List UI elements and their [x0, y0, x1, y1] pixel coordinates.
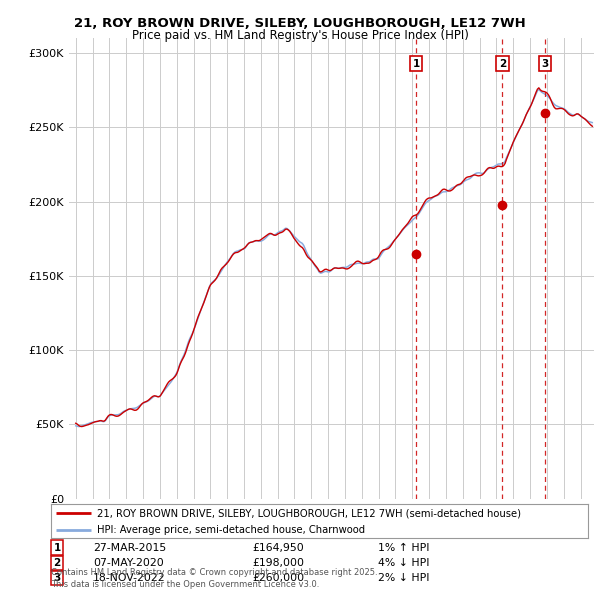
Text: HPI: Average price, semi-detached house, Charnwood: HPI: Average price, semi-detached house,… — [97, 525, 365, 535]
Text: Contains HM Land Registry data © Crown copyright and database right 2025.
This d: Contains HM Land Registry data © Crown c… — [51, 568, 377, 589]
Text: 2: 2 — [53, 558, 61, 568]
Text: 3: 3 — [53, 573, 61, 583]
Text: 21, ROY BROWN DRIVE, SILEBY, LOUGHBOROUGH, LE12 7WH (semi-detached house): 21, ROY BROWN DRIVE, SILEBY, LOUGHBOROUG… — [97, 508, 521, 518]
Text: 1: 1 — [413, 58, 420, 68]
Text: 1: 1 — [53, 543, 61, 552]
Text: 2: 2 — [499, 58, 506, 68]
Text: 21, ROY BROWN DRIVE, SILEBY, LOUGHBOROUGH, LE12 7WH: 21, ROY BROWN DRIVE, SILEBY, LOUGHBOROUG… — [74, 17, 526, 30]
Text: 07-MAY-2020: 07-MAY-2020 — [93, 558, 164, 568]
Text: Price paid vs. HM Land Registry's House Price Index (HPI): Price paid vs. HM Land Registry's House … — [131, 30, 469, 42]
Text: 2% ↓ HPI: 2% ↓ HPI — [378, 573, 430, 583]
Text: 1% ↑ HPI: 1% ↑ HPI — [378, 543, 430, 552]
Text: 3: 3 — [542, 58, 549, 68]
Text: £260,000: £260,000 — [252, 573, 304, 583]
Text: 4% ↓ HPI: 4% ↓ HPI — [378, 558, 430, 568]
Text: 18-NOV-2022: 18-NOV-2022 — [93, 573, 166, 583]
Text: £198,000: £198,000 — [252, 558, 304, 568]
Text: 27-MAR-2015: 27-MAR-2015 — [93, 543, 166, 552]
Text: £164,950: £164,950 — [252, 543, 304, 552]
